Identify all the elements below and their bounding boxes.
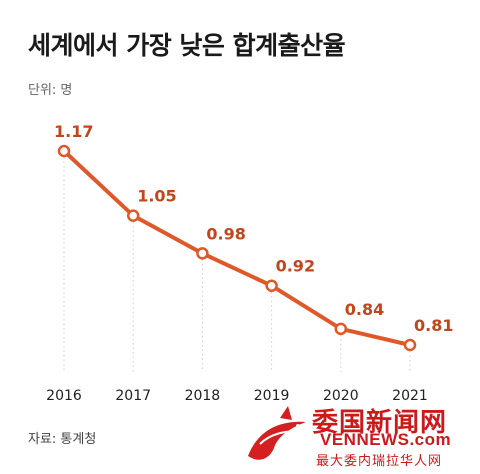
watermark: 委国新闻网 VENNEWS.com 最大委内瑞拉华人网 bbox=[240, 398, 480, 474]
source-note: 자료: 통계청 bbox=[28, 432, 97, 447]
data-point-2021 bbox=[403, 338, 417, 352]
x-tick-label-2019: 2019 bbox=[254, 388, 290, 404]
x-tick-label-2018: 2018 bbox=[185, 388, 221, 404]
data-label-2016: 1.17 bbox=[54, 122, 93, 141]
x-tick-label-2017: 2017 bbox=[115, 388, 151, 404]
unit-label: 단위: 명 bbox=[28, 83, 73, 98]
watermark-site-name: 委国新闻网 bbox=[312, 408, 448, 438]
data-point-2020 bbox=[334, 322, 348, 336]
data-point-2016 bbox=[57, 144, 71, 158]
data-point-2017 bbox=[126, 209, 140, 222]
data-point-2019 bbox=[265, 279, 278, 292]
data-label-2020: 0.84 bbox=[345, 300, 384, 319]
data-labels: 1.17 1.05 0.98 0.92 0.84 0.81 bbox=[54, 122, 453, 335]
series-line-group bbox=[62, 149, 412, 347]
x-tick-label-2020: 2020 bbox=[323, 388, 359, 404]
dragon-logo-icon bbox=[248, 406, 306, 460]
x-tick-label-2016: 2016 bbox=[46, 388, 82, 404]
data-label-2019: 0.92 bbox=[276, 257, 315, 276]
data-label-2018: 0.98 bbox=[206, 224, 245, 243]
chart-title: 세계에서 가장 낮은 합계출산율 bbox=[28, 31, 346, 60]
series-line bbox=[62, 149, 412, 347]
watermark-tagline: 最大委内瑞拉华人网 bbox=[316, 454, 443, 469]
data-label-2017: 1.05 bbox=[137, 187, 176, 206]
data-point-2018 bbox=[196, 247, 209, 260]
data-points bbox=[57, 144, 417, 352]
x-tick-label-2021: 2021 bbox=[392, 388, 428, 404]
data-label-2021: 0.81 bbox=[414, 316, 453, 335]
x-axis-tick-labels: 2016 2017 2018 2019 2020 2021 bbox=[46, 388, 428, 404]
guide-lines bbox=[63, 157, 411, 372]
watermark-url: VENNEWS.com bbox=[320, 430, 452, 449]
